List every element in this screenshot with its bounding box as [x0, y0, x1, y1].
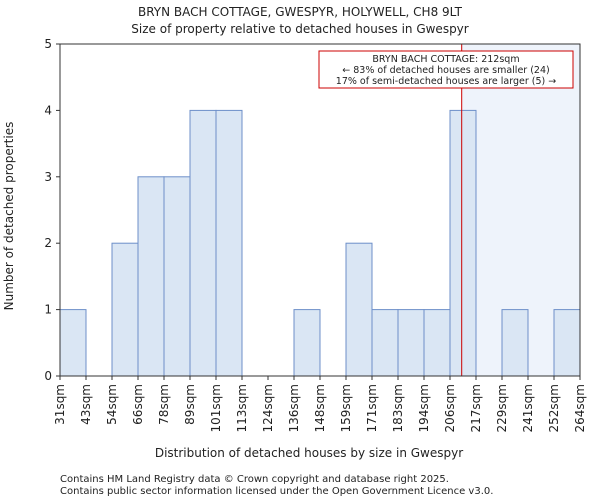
x-tick-label-43sqm: 43sqm [79, 384, 93, 425]
annotation-line-1: BRYN BACH COTTAGE: 212sqm [372, 54, 519, 65]
annotation-box: BRYN BACH COTTAGE: 212sqm ← 83% of detac… [318, 50, 574, 89]
annotation-line-3: 17% of semi-detached houses are larger (… [336, 76, 556, 87]
y-tick-label-3: 3 [44, 170, 52, 184]
bar-78sqm [163, 176, 191, 377]
x-tick-label-148sqm: 148sqm [313, 384, 327, 432]
x-tick-label-101sqm: 101sqm [209, 384, 223, 432]
x-tick-label-241sqm: 241sqm [521, 384, 535, 432]
bar-252sqm [553, 309, 581, 377]
bars-group [59, 109, 581, 377]
x-tick-label-229sqm: 229sqm [495, 384, 509, 432]
bar-183sqm [397, 309, 425, 377]
x-axis: 31sqm 43sqm 54sqm 66sqm 78sqm 89sqm 101sqm 113s… [53, 376, 587, 432]
bar-159sqm [345, 242, 373, 377]
x-tick-label-66sqm: 66sqm [131, 384, 145, 425]
x-tick-label-206sqm: 206sqm [443, 384, 457, 432]
x-tick-label-124sqm: 124sqm [261, 384, 275, 432]
x-tick-label-159sqm: 159sqm [339, 384, 353, 432]
bar-194sqm [423, 309, 451, 377]
bar-206sqm [449, 109, 477, 377]
x-tick-label-136sqm: 136sqm [287, 384, 301, 432]
footer-line-2: Contains public sector information licen… [60, 486, 493, 497]
bar-101sqm [215, 109, 243, 377]
y-axis: 0 1 2 3 4 5 [44, 37, 60, 383]
plot-frame [59, 43, 581, 377]
bar-54sqm [111, 242, 139, 377]
bar-229sqm [501, 309, 529, 377]
x-tick-label-113sqm: 113sqm [235, 384, 249, 432]
x-tick-label-217sqm: 217sqm [469, 384, 483, 432]
x-tick-label-78sqm: 78sqm [157, 384, 171, 425]
x-tick-label-89sqm: 89sqm [183, 384, 197, 425]
y-tick-label-5: 5 [44, 37, 52, 51]
footer-line-1: Contains HM Land Registry data © Crown c… [60, 474, 449, 485]
y-tick-label-4: 4 [44, 103, 52, 117]
annotation-frame [318, 50, 574, 89]
y-tick-label-1: 1 [44, 303, 52, 317]
x-tick-label-183sqm: 183sqm [391, 384, 405, 432]
chart-subtitle: Size of property relative to detached ho… [131, 22, 469, 36]
annotation-line-2: ← 83% of detached houses are smaller (24… [342, 65, 549, 76]
x-axis-label: Distribution of detached houses by size … [155, 446, 463, 460]
x-tick-label-264sqm: 264sqm [573, 384, 587, 432]
y-axis-label: Number of detached properties [2, 122, 16, 311]
bar-66sqm [137, 176, 165, 377]
bar-89sqm [189, 109, 217, 377]
x-tick-label-252sqm: 252sqm [547, 384, 561, 432]
x-tick-label-171sqm: 171sqm [365, 384, 379, 432]
y-tick-label-2: 2 [44, 236, 52, 250]
x-tick-label-54sqm: 54sqm [105, 384, 119, 425]
y-tick-label-0: 0 [44, 369, 52, 383]
x-tick-label-31sqm: 31sqm [53, 384, 67, 425]
x-tick-label-194sqm: 194sqm [417, 384, 431, 432]
bar-136sqm [293, 309, 321, 377]
bar-31sqm [59, 309, 87, 377]
chart-title: BRYN BACH COTTAGE, GWESPYR, HOLYWELL, CH… [138, 5, 463, 19]
bar-171sqm [371, 309, 399, 377]
